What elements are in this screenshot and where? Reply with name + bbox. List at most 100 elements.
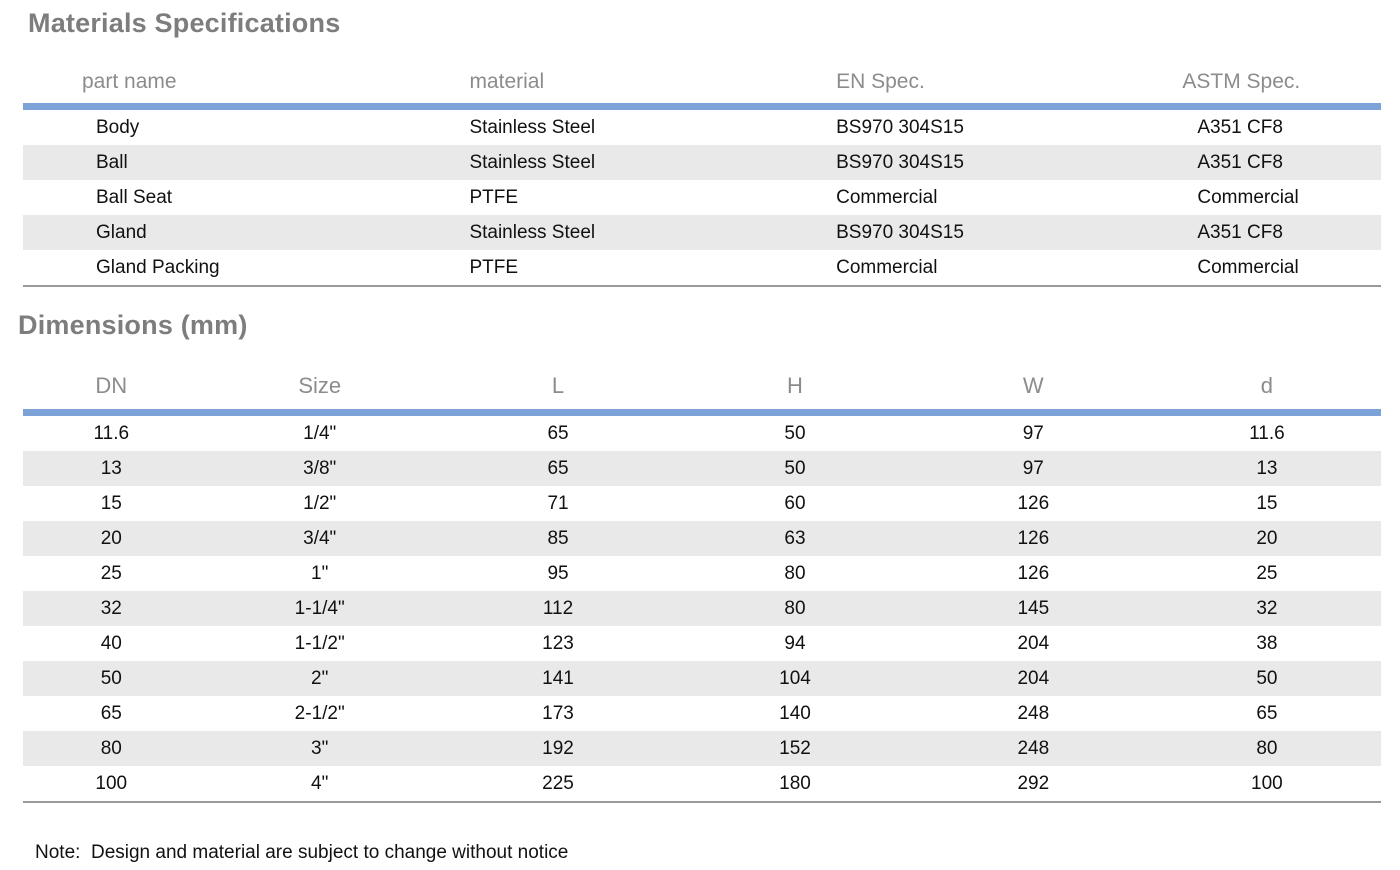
dimensions-col-header-l: L	[551, 373, 565, 398]
materials-col-header-en-spec: EN Spec.	[836, 70, 925, 93]
dimensions-col-header-size: Size	[298, 373, 342, 398]
table-cell: 1"	[311, 562, 329, 584]
table-cell: 65	[1256, 702, 1278, 724]
table-cell: 50	[1256, 667, 1278, 689]
table-cell: 140	[779, 702, 811, 724]
table-cell: 20	[1256, 527, 1278, 549]
table-row: 20 3/4" 85 63 126 20	[23, 521, 1381, 556]
materials-table-body: Body Stainless Steel BS970 304S15 A351 CF8 B…	[23, 110, 1381, 285]
table-row: Gland Packing PTFE Commercial Commercial	[23, 250, 1381, 285]
table-cell: 141	[542, 667, 574, 689]
table-cell: 11.6	[93, 422, 130, 444]
table-cell: 25	[1256, 562, 1278, 584]
table-cell: 248	[1017, 737, 1050, 759]
table-row: 65 2-1/2" 173 140 248 65	[23, 696, 1381, 731]
table-cell: 71	[547, 492, 569, 514]
table-cell: 65	[547, 457, 569, 479]
table-cell: PTFE	[469, 186, 518, 208]
table-cell: 63	[784, 527, 806, 549]
table-cell: 1/4"	[303, 422, 337, 444]
table-cell: 1-1/2"	[294, 632, 345, 654]
table-cell: 112	[542, 597, 574, 619]
dimensions-header-row: DN Size L H W d	[23, 341, 1381, 409]
table-cell: 204	[1017, 632, 1050, 654]
table-cell: 95	[547, 562, 569, 584]
table-cell: 97	[1022, 457, 1044, 479]
table-cell: BS970 304S15	[836, 151, 964, 173]
table-cell: 126	[1017, 492, 1050, 514]
table-row: Ball Stainless Steel BS970 304S15 A351 CF8	[23, 145, 1381, 180]
table-cell: 50	[784, 457, 806, 479]
table-cell: 100	[1251, 772, 1283, 794]
materials-col-header-material: material	[469, 70, 545, 93]
table-cell: BS970 304S15	[836, 116, 964, 138]
table-cell: 3"	[311, 737, 329, 759]
table-cell: 11.6	[1249, 422, 1285, 444]
table-cell: 13	[1256, 457, 1278, 479]
table-row: 13 3/8" 65 50 97 13	[23, 451, 1381, 486]
table-cell: 97	[1022, 422, 1044, 444]
table-cell: 204	[1017, 667, 1050, 689]
table-cell: 65	[547, 422, 569, 444]
table-cell: 20	[100, 527, 122, 549]
materials-header-rule	[23, 103, 1381, 110]
table-cell: 180	[779, 772, 811, 794]
table-cell: 192	[542, 737, 574, 759]
table-cell: 248	[1017, 702, 1050, 724]
table-cell: 1-1/4"	[294, 597, 345, 619]
dimensions-table-body: 11.6 1/4" 65 50 97 11.6 13 3/8" 65 50 97 13 15 1/2" 71…	[23, 416, 1381, 801]
table-cell: 225	[542, 772, 574, 794]
table-cell: 13	[100, 457, 122, 479]
table-cell: 80	[1256, 737, 1278, 759]
table-cell: Gland	[96, 221, 147, 243]
table-cell: 173	[542, 702, 574, 724]
table-cell: 32	[1256, 597, 1278, 619]
materials-col-header-astm-spec: ASTM Spec.	[1182, 70, 1301, 93]
table-cell: A351 CF8	[1197, 116, 1283, 138]
table-cell: 15	[100, 492, 122, 514]
table-row: Ball Seat PTFE Commercial Commercial	[23, 180, 1381, 215]
table-cell: Commercial	[836, 256, 938, 278]
table-row: 25 1" 95 80 126 25	[23, 556, 1381, 591]
materials-bottom-rule	[23, 285, 1381, 287]
materials-header-row: part name material EN Spec. ASTM Spec.	[23, 39, 1381, 103]
table-cell: 94	[784, 632, 806, 654]
table-row: 15 1/2" 71 60 126 15	[23, 486, 1381, 521]
table-cell: Stainless Steel	[469, 116, 596, 138]
table-cell: 32	[100, 597, 122, 619]
dimensions-section-title: Dimensions (mm)	[18, 310, 248, 340]
table-cell: 85	[547, 527, 569, 549]
footnote: Note: Design and material are subject to…	[35, 842, 569, 863]
table-cell: Commercial	[1197, 186, 1299, 208]
dimensions-bottom-rule	[23, 801, 1381, 803]
materials-col-header-part-name: part name	[82, 70, 177, 93]
table-row: 100 4" 225 180 292 100	[23, 766, 1381, 801]
table-cell: 40	[100, 632, 122, 654]
table-cell: 15	[1256, 492, 1278, 514]
table-cell: A351 CF8	[1197, 221, 1283, 243]
table-cell: 50	[784, 422, 806, 444]
dimensions-col-header-w: W	[1022, 373, 1044, 398]
dimensions-col-header-d: d	[1260, 373, 1273, 398]
table-cell: Stainless Steel	[469, 151, 596, 173]
table-cell: A351 CF8	[1197, 151, 1283, 173]
dimensions-table: DN Size L H W d 11.6 1/4" 65 50 97 11.6 13 3/8"…	[23, 341, 1381, 803]
dimensions-col-header-h: H	[787, 373, 803, 398]
table-cell: 145	[1017, 597, 1050, 619]
table-cell: Body	[96, 116, 140, 138]
table-cell: Commercial	[836, 186, 938, 208]
table-cell: 25	[100, 562, 122, 584]
table-cell: Ball	[96, 151, 128, 173]
table-cell: 126	[1017, 527, 1050, 549]
table-cell: 2"	[311, 667, 329, 689]
table-row: 40 1-1/2" 123 94 204 38	[23, 626, 1381, 661]
table-row: 11.6 1/4" 65 50 97 11.6	[23, 416, 1381, 451]
table-cell: 104	[779, 667, 811, 689]
table-cell: 126	[1017, 562, 1050, 584]
table-cell: 3/8"	[303, 457, 337, 479]
table-cell: 292	[1017, 772, 1050, 794]
table-cell: PTFE	[469, 256, 518, 278]
table-cell: BS970 304S15	[836, 221, 964, 243]
table-cell: 60	[784, 492, 806, 514]
